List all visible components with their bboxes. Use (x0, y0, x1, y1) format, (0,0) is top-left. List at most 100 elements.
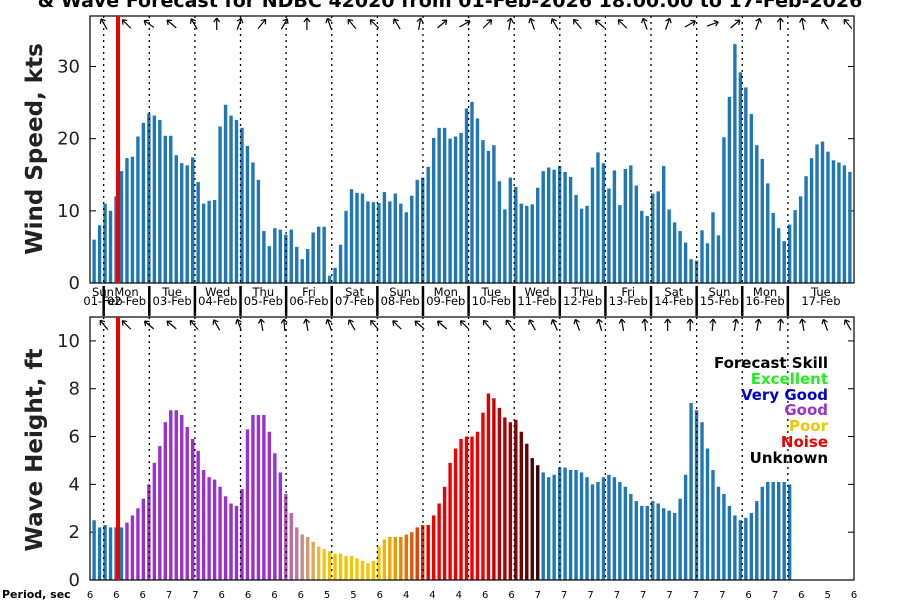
arrow-head (392, 18, 399, 24)
wind-bar (431, 137, 436, 283)
wave-bar (273, 453, 277, 580)
arrow-shaft (213, 319, 221, 331)
wave-bar (760, 486, 764, 580)
arrow-shaft (597, 319, 603, 331)
wave-bar (196, 450, 200, 580)
period-value: 6 (140, 590, 146, 600)
wind-bar (618, 205, 622, 283)
arrow-head (213, 17, 221, 23)
day-label: Sun (389, 285, 411, 299)
wave-bar (459, 438, 463, 580)
wind-direction-arrow (369, 19, 380, 29)
wind-bar (705, 243, 710, 283)
wave-bar (404, 534, 408, 580)
wind-bar (437, 127, 441, 283)
wind-bar (689, 259, 693, 283)
period-value: 7 (166, 590, 172, 600)
wave-bar (223, 496, 228, 580)
wind-bar (629, 165, 633, 283)
wind-bar (212, 200, 217, 283)
period-value: 5 (350, 590, 356, 600)
wind-bar (174, 155, 178, 283)
wind-bar (147, 113, 151, 284)
wave-direction-arrow (821, 318, 829, 331)
wave-y-tick-label: 10 (57, 331, 80, 352)
day-label: Sat (345, 285, 364, 299)
legend-noise: Noise (781, 433, 828, 451)
arrow-head (550, 319, 558, 325)
wave-bar (683, 474, 688, 580)
arrow-shaft (283, 318, 286, 332)
wave-bar (251, 415, 255, 580)
arrow-shaft (437, 19, 448, 29)
arrow-shaft (189, 320, 199, 330)
wind-bar (596, 152, 600, 283)
arrow-shaft (844, 319, 852, 331)
wind-y-tick-label: 10 (57, 201, 80, 222)
wind-direction-arrow (416, 17, 424, 31)
wave-direction-arrow (641, 318, 649, 332)
wave-direction-arrow (596, 318, 603, 331)
arrow-head (464, 19, 471, 26)
wave-bars (92, 393, 792, 580)
wind-bars (92, 44, 852, 284)
wave-bar (234, 505, 239, 580)
wave-direction-arrow (325, 318, 333, 331)
wave-bar (503, 417, 507, 580)
wave-bar (744, 517, 748, 580)
wind-bar (349, 189, 354, 283)
wind-bar (256, 179, 261, 283)
wave-direction-arrow (143, 320, 155, 330)
wave-bar (360, 560, 365, 580)
arrow-shaft (551, 18, 559, 30)
day-label: Wed (205, 285, 230, 299)
wave-direction-arrow (664, 318, 672, 331)
arrow-head (732, 318, 740, 324)
arrow-head (572, 18, 579, 25)
wave-bar (338, 553, 343, 580)
wave-bar (519, 431, 523, 580)
wind-y-tick-label: 0 (69, 273, 80, 294)
arrow-head (347, 319, 354, 325)
wave-bar (678, 498, 682, 580)
arrow-shaft (280, 18, 288, 30)
wave-bar (771, 481, 775, 580)
arrow-shaft (822, 319, 829, 331)
arrow-shaft (369, 19, 380, 29)
wave-bar (393, 536, 398, 580)
wind-bar (410, 195, 414, 283)
arrow-head (280, 318, 288, 324)
wind-bar (453, 136, 458, 283)
arrow-shaft (257, 19, 267, 29)
arrow-head (528, 319, 535, 325)
arrow-head (594, 19, 601, 26)
wave-bar (694, 410, 699, 580)
wave-direction-arrow (550, 319, 558, 331)
wind-direction-arrow (617, 19, 628, 29)
arrow-shaft (482, 19, 492, 29)
wave-bar (689, 403, 693, 580)
arrow-head (325, 17, 332, 24)
date-label: 02-Feb (107, 294, 146, 308)
wave-bar (557, 467, 562, 580)
forecast-skill-legend: Forecast Skill Excellent Very Good Good … (714, 354, 829, 467)
wave-bar (497, 407, 502, 580)
wave-bar (464, 436, 469, 580)
wind-bar (289, 229, 293, 283)
wave-bar (448, 462, 452, 580)
wave-bar (552, 474, 556, 580)
wave-bar (300, 534, 304, 580)
arrow-shaft (392, 320, 402, 330)
wind-direction-arrow (121, 19, 132, 29)
wind-bar (218, 126, 222, 283)
arrow-shaft (643, 318, 647, 332)
wind-bar (842, 165, 847, 283)
wave-bar (426, 525, 430, 580)
wind-bar (640, 210, 644, 283)
arrow-shaft (144, 320, 155, 330)
arrow-shaft (370, 320, 379, 330)
wind-bar (207, 200, 211, 283)
wave-bar (201, 470, 206, 580)
arrow-head (437, 320, 443, 327)
